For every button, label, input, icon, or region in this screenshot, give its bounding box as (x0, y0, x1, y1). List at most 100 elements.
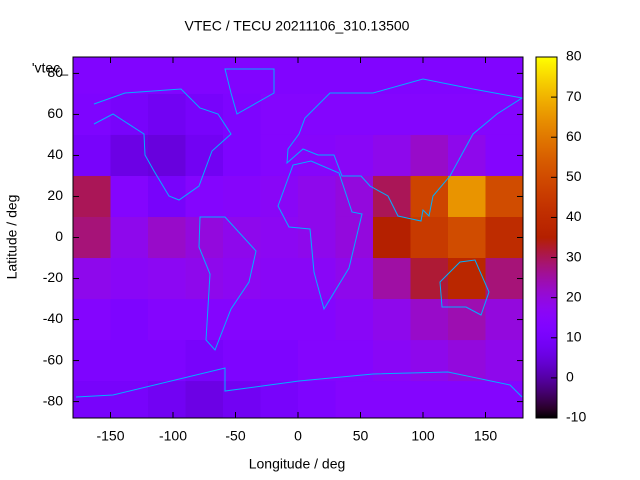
heat-cell (185, 216, 224, 259)
heat-cell (110, 258, 149, 300)
heat-cell (148, 216, 186, 259)
heat-cell (260, 57, 299, 95)
heat-cell (185, 340, 224, 382)
coastline (439, 259, 490, 316)
colorbar-tick-label: 80 (566, 48, 582, 64)
heat-cell (485, 340, 523, 382)
heat-cell (373, 381, 411, 418)
colorbar-tick-label: 70 (566, 88, 582, 104)
heat-cell (373, 175, 411, 218)
coastline (198, 216, 257, 351)
heat-cell (110, 216, 149, 259)
coastline (224, 68, 275, 115)
colorbar-tick-label: 0 (566, 369, 574, 385)
heat-cell (410, 93, 449, 136)
y-tick-label: -20 (43, 269, 63, 285)
y-tick-label: 40 (47, 146, 63, 162)
colorbar-tick-label: 30 (566, 248, 582, 264)
heat-cell (148, 258, 186, 300)
heat-cell (185, 134, 224, 177)
x-tick-label: 150 (474, 428, 498, 444)
y-tick-label: -60 (43, 351, 63, 367)
heat-cell (448, 175, 486, 218)
heat-cell (185, 57, 224, 95)
heat-cell (110, 93, 149, 136)
colorbar (535, 56, 558, 419)
heat-cell (110, 381, 149, 418)
heat-cell (223, 134, 261, 177)
heat-cell (373, 216, 411, 259)
heat-cell (185, 299, 224, 341)
heat-cell (73, 299, 111, 341)
coastline (286, 78, 523, 222)
heat-cell (223, 175, 261, 218)
heat-cell (260, 175, 299, 218)
heat-cell (335, 93, 374, 136)
colorbar-tick-label: 40 (566, 208, 582, 224)
heat-cell (148, 340, 186, 382)
heat-cell (260, 381, 299, 418)
y-tick-label: -80 (43, 392, 63, 408)
heat-cell (260, 216, 299, 259)
heat-cell (260, 340, 299, 382)
heat-cell (148, 57, 186, 95)
heat-cell (335, 134, 374, 177)
legend-label: 'vtec_ (32, 60, 68, 76)
y-tick-label: 80 (47, 64, 63, 80)
x-tick-label: 50 (353, 428, 369, 444)
heat-cell (410, 57, 449, 95)
heat-cell (410, 340, 449, 382)
heat-cell (373, 258, 411, 300)
heat-cell (335, 216, 374, 259)
colorbar-tick-label: 10 (566, 328, 582, 344)
heat-cell (73, 340, 111, 382)
heat-cell (373, 93, 411, 136)
heat-cell (485, 258, 523, 300)
heat-cell (260, 299, 299, 341)
heat-cell (448, 381, 486, 418)
heat-cell (185, 258, 224, 300)
heat-cell (73, 258, 111, 300)
heat-cell (148, 175, 186, 218)
heat-cell (373, 299, 411, 341)
heat-cell (448, 340, 486, 382)
heat-cell (110, 57, 149, 95)
y-tick-label: 20 (47, 187, 63, 203)
heat-cell (298, 216, 336, 259)
heat-cell (448, 299, 486, 341)
heat-cell (110, 175, 149, 218)
y-tick-label: 0 (55, 228, 63, 244)
heat-cell (73, 134, 111, 177)
x-tick-label: -100 (159, 428, 187, 444)
y-axis-label: Latitude / deg (4, 195, 20, 280)
heat-cell (485, 175, 523, 218)
heat-cell (410, 134, 449, 177)
heat-cell (335, 258, 374, 300)
y-tick-label: -40 (43, 310, 63, 326)
heat-cell (298, 57, 336, 95)
heat-cell (223, 57, 261, 95)
heat-cell (148, 299, 186, 341)
heat-cell (298, 93, 336, 136)
heat-cell (185, 175, 224, 218)
heat-cell (485, 134, 523, 177)
heat-cell (448, 93, 486, 136)
x-tick-label: -50 (225, 428, 245, 444)
heat-cell (485, 299, 523, 341)
colorbar-tick-label: -10 (566, 409, 586, 425)
colorbar-tick-label: 20 (566, 288, 582, 304)
heat-cell (335, 175, 374, 218)
heat-cell (410, 258, 449, 300)
heat-cell (448, 258, 486, 300)
heat-cell (148, 381, 186, 418)
heat-cell (223, 299, 261, 341)
heat-cell (148, 134, 186, 177)
heat-cell (298, 175, 336, 218)
heat-cell (260, 258, 299, 300)
heat-cell (485, 216, 523, 259)
heat-cell (448, 216, 486, 259)
y-tick-label: 60 (47, 105, 63, 121)
colorbar-tick-label: 50 (566, 168, 582, 184)
